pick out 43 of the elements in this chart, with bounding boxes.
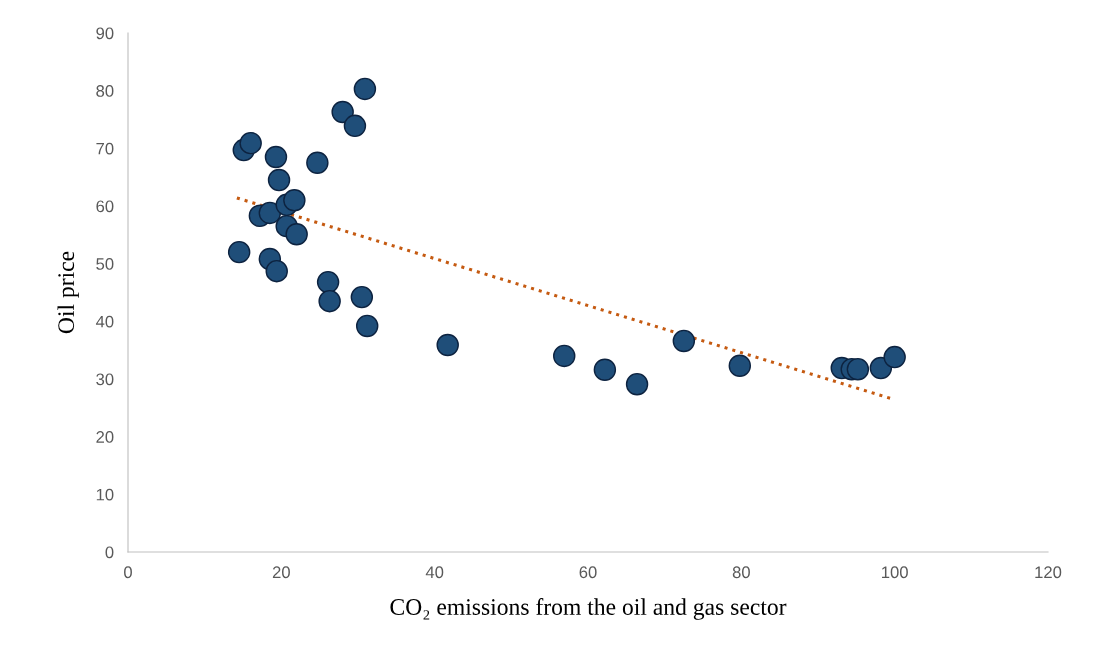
x-tick-label: 40 [425,566,444,579]
x-tick-label: 0 [124,566,132,579]
x-tick-label: 80 [732,566,750,579]
point [331,100,354,124]
y-tick-label: 40 [95,315,114,328]
point [350,285,374,309]
y-tick-label: 90 [96,27,114,40]
point [343,114,367,138]
y-tick-label: 10 [96,488,114,501]
y-tick-label: 20 [96,431,114,443]
y-axis-title: Oil price [57,251,79,334]
point [265,259,288,283]
point [353,77,377,101]
point [267,168,291,192]
point [728,354,752,377]
point [553,344,576,368]
point [625,372,649,396]
point [283,189,306,212]
y-tick-label: 70 [96,142,114,155]
x-tick-label: 20 [272,566,290,579]
point [316,270,340,294]
x-tick-label: 60 [579,566,597,579]
point [355,314,379,338]
y-tick-label: 80 [96,85,114,97]
y-tick-label: 0 [105,546,114,559]
y-tick-label: 50 [96,258,114,270]
point [846,357,870,381]
point [672,329,696,353]
y-tick-label: 30 [96,373,114,386]
point [264,145,288,169]
point [306,151,329,174]
x-axis-title: CO₂ emissions from the oil and gas sector [390,598,787,620]
y-tick-label: 60 [96,200,114,213]
point [227,240,251,264]
x-tick-label: 100 [882,566,908,579]
point [883,345,906,369]
point [318,289,341,313]
point [239,131,262,155]
point [285,223,308,246]
point [258,201,282,225]
x-tick-label: 120 [1035,566,1062,579]
point [436,333,459,357]
point [593,358,617,382]
